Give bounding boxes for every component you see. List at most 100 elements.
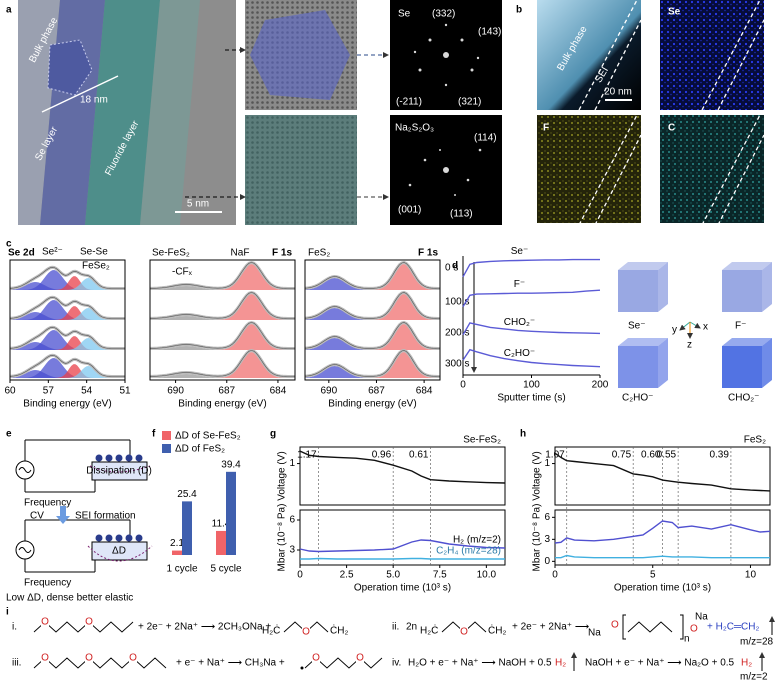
series-line [462, 258, 600, 278]
panel-label: h [520, 429, 526, 440]
marker-label: 0.75 [612, 450, 632, 461]
x-axis-label: Operation time (10³ s) [354, 583, 451, 594]
label: iii. [12, 658, 21, 669]
label: (001) [398, 205, 421, 216]
label: 100 s [445, 297, 469, 308]
label: (321) [458, 97, 481, 108]
label: (113) [450, 209, 473, 220]
mass [115, 534, 123, 542]
fft-spot [454, 194, 456, 196]
label: + 2e⁻ + 2Na⁺ ⟶ [512, 622, 589, 633]
panel-label: c [6, 239, 12, 250]
y-tick-label: 1 [544, 458, 550, 469]
label: Se⁻ [628, 321, 646, 332]
atom: O [460, 627, 468, 638]
cube-top [722, 262, 772, 270]
series-label: F⁻ [514, 279, 525, 290]
cube-top [722, 338, 772, 346]
label: C [668, 123, 675, 134]
label: Se²⁻ [42, 247, 63, 258]
atom-bg [129, 653, 137, 663]
fft-spot [439, 149, 441, 151]
label: H₂ [741, 658, 752, 669]
spectrum-line [304, 262, 440, 289]
peak-fit [150, 346, 295, 350]
label: 18 nm [80, 95, 108, 106]
label: z [687, 340, 692, 351]
x-tick-label: 5 cycle [210, 564, 242, 575]
atom-bg [85, 617, 93, 627]
peak-fit [10, 270, 125, 290]
label: + H₂C═CH₂ [707, 622, 759, 633]
x-tick-label: 5 [650, 570, 656, 581]
series-line [462, 348, 601, 368]
x-tick-label: 687 [368, 386, 385, 397]
label: Se [668, 7, 681, 18]
marker-label: 0.61 [409, 450, 429, 461]
spectrum-line [304, 292, 440, 319]
x-axis-label: Binding energy (eV) [328, 399, 416, 410]
x-tick-label: 684 [416, 386, 433, 397]
fft-spot [470, 68, 474, 72]
label: n [684, 634, 690, 645]
label: ii. [392, 622, 399, 633]
fft-spot [476, 56, 480, 60]
process-arrow [56, 506, 70, 524]
value-label: 11.4 [212, 519, 231, 530]
atom-bg [85, 653, 93, 663]
series-label: C₂HO⁻ [504, 348, 535, 359]
label: H₂O + e⁻ + Na⁺ ⟶ NaOH + 0.5 [408, 658, 552, 669]
panel-label: i [6, 607, 9, 618]
outer-layer [140, 0, 200, 225]
marker-label: 0.39 [709, 450, 729, 461]
x-axis-label: Binding energy (eV) [23, 399, 111, 410]
x-tick-label: 57 [43, 386, 55, 397]
line [679, 321, 691, 331]
atom-bg [356, 653, 364, 663]
label: SEI formation [75, 511, 136, 522]
line [717, 134, 765, 226]
value-label: 39.4 [221, 459, 241, 470]
x-axis-label: Operation time (10³ s) [614, 583, 711, 594]
y-tick-label: 0 [544, 556, 550, 567]
peak-fit [10, 330, 125, 350]
mass [135, 454, 143, 462]
mass [105, 534, 113, 542]
y-tick-label: 3 [289, 545, 295, 556]
label: (114) [474, 133, 497, 144]
bar [226, 471, 236, 555]
label: CHO₂⁻ [728, 393, 759, 404]
label: 0 s [445, 263, 458, 274]
spectrum-line [150, 322, 295, 349]
x-tick-label: 10.0 [477, 570, 497, 581]
atom-bg [41, 653, 49, 663]
atom-bg [302, 627, 310, 637]
axis-frame [304, 259, 441, 381]
fft-spot [460, 38, 464, 42]
marker-label: 0.96 [372, 450, 392, 461]
panel-label: e [6, 429, 12, 440]
label: H₂Ċ [262, 624, 280, 637]
cube-front [618, 346, 658, 388]
spectrum-line [9, 354, 125, 377]
mass [125, 534, 133, 542]
cube-front [722, 346, 762, 388]
spectrum-line [150, 292, 295, 319]
line [717, 19, 765, 111]
label: (-211) [396, 97, 422, 108]
peak-fit [305, 294, 440, 320]
peak-fit [305, 352, 440, 378]
peak-fit [10, 338, 125, 350]
peak-fit [10, 308, 125, 320]
series-line [300, 557, 505, 560]
y-axis-label: Mbar (10⁻⁸ Pa) [532, 504, 543, 572]
label: Se 2d [8, 248, 35, 259]
label: (143) [478, 27, 501, 38]
bar [216, 530, 226, 555]
mass [95, 454, 103, 462]
peak-fit [150, 374, 295, 378]
peak-fit [305, 324, 440, 350]
x-tick-label: 51 [119, 386, 131, 397]
y-axis-label: Voltage (V) [277, 451, 288, 500]
fft-spot [418, 68, 422, 72]
